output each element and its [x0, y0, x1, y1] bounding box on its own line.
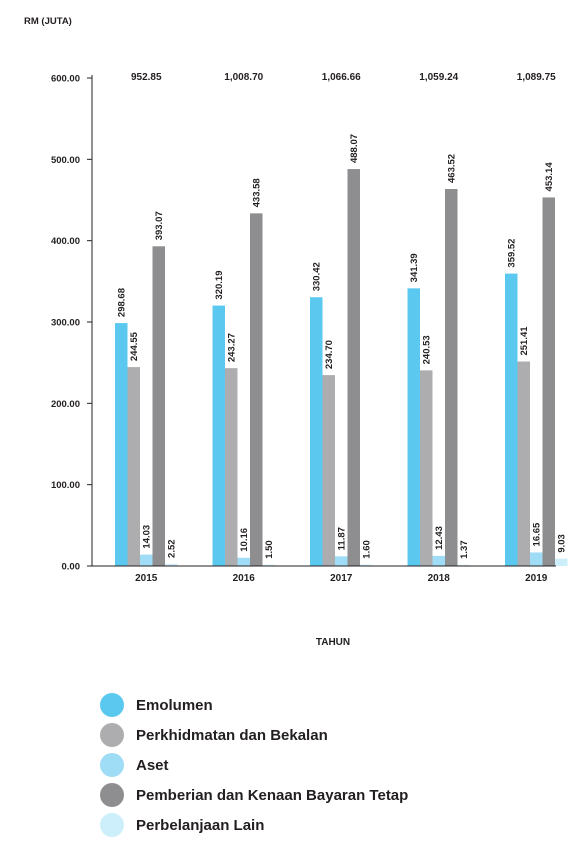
legend-item: Aset [100, 750, 408, 780]
chart-area: RM (JUTA) 0.00 100.00 200.00 300.00 400.00 50… [24, 16, 568, 648]
y-tick-label: 400.00 [51, 236, 80, 247]
group-total-label: 1,089.75 [517, 72, 556, 83]
x-tick-label: 2018 [428, 573, 451, 584]
bar-value-label: 251.41 [519, 326, 530, 356]
bar-value-label: 11.87 [337, 527, 348, 550]
bar-value-label: 453.14 [544, 162, 555, 192]
bar [322, 375, 335, 566]
x-axis-title: TAHUN [316, 637, 350, 648]
legend-item: Perbelanjaan Lain [100, 810, 408, 840]
bar-value-label: 14.03 [142, 525, 153, 549]
bar [555, 558, 568, 566]
legend-swatch [100, 813, 124, 837]
bar-value-label: 433.58 [252, 178, 263, 207]
legend-swatch [100, 693, 124, 717]
y-tick-label: 0.00 [62, 562, 81, 573]
legend-swatch [100, 783, 124, 807]
legend-item: Emolumen [100, 690, 408, 720]
legend-label: Perkhidmatan dan Bekalan [136, 726, 328, 744]
bar [335, 556, 348, 566]
bar-value-label: 298.68 [117, 288, 128, 317]
bar-value-label: 359.52 [507, 239, 518, 268]
bar [165, 563, 178, 566]
y-tick-label: 100.00 [51, 480, 80, 491]
legend-item: Pemberian dan Kenaan Bayaran Tetap [100, 780, 408, 810]
group-total-label: 952.85 [131, 72, 162, 83]
bar [457, 564, 470, 566]
bar [237, 557, 250, 566]
bar [530, 552, 543, 566]
legend-label: Aset [136, 756, 169, 774]
bar-value-label: 12.43 [434, 526, 445, 550]
bar [310, 297, 323, 566]
group-total-label: 1,008.70 [224, 72, 263, 83]
x-tick-label: 2017 [330, 573, 353, 584]
bar [225, 368, 238, 566]
bar-value-label: 16.65 [532, 522, 543, 546]
legend-swatch [100, 753, 124, 777]
bar [517, 361, 530, 566]
x-tick-label: 2015 [135, 573, 158, 584]
bar-value-label: 330.42 [312, 262, 323, 291]
legend-label: Perbelanjaan Lain [136, 816, 265, 834]
y-tick-label: 600.00 [51, 74, 80, 85]
group-total-label: 1,059.24 [419, 72, 458, 83]
bar [505, 273, 518, 566]
legend: Emolumen Perkhidmatan dan Bekalan Aset Pemb… [100, 690, 408, 840]
bar-value-label: 244.55 [129, 331, 140, 361]
bar-value-label: 488.07 [349, 134, 360, 163]
bar-value-label: 393.07 [154, 211, 165, 240]
bar-value-label: 10.16 [239, 528, 250, 552]
bar [360, 564, 373, 566]
bar [542, 197, 555, 566]
group-total-label: 1,066.66 [322, 72, 361, 83]
legend-item: Perkhidmatan dan Bekalan [100, 720, 408, 750]
legend-swatch [100, 723, 124, 747]
bar [115, 323, 128, 566]
bar [127, 367, 140, 566]
bar-value-label: 1.37 [459, 540, 470, 559]
bar-value-label: 2.52 [167, 539, 178, 558]
bar-value-label: 1.60 [362, 540, 373, 559]
bar-value-label: 320.19 [214, 271, 225, 300]
bar-value-label: 1.50 [264, 540, 275, 559]
bar-value-label: 240.53 [422, 335, 433, 364]
x-tick-label: 2016 [233, 573, 256, 584]
bar-value-label: 234.70 [324, 340, 335, 369]
bar [445, 189, 458, 567]
bar-value-label: 9.03 [557, 534, 568, 553]
y-tick-label: 200.00 [51, 399, 80, 410]
bar-value-label: 463.52 [447, 154, 458, 183]
bar [152, 246, 165, 566]
y-tick-label: 500.00 [51, 155, 80, 166]
bar [140, 554, 153, 566]
bar [262, 564, 275, 566]
legend-label: Emolumen [136, 696, 213, 714]
bar [432, 555, 445, 566]
bar [212, 305, 225, 566]
y-tick-label: 300.00 [51, 318, 80, 329]
bar [407, 288, 420, 566]
bar [250, 213, 263, 567]
x-tick-label: 2019 [525, 573, 548, 584]
bar-value-label: 341.39 [409, 253, 420, 282]
bar [347, 169, 360, 566]
bar-value-label: 243.27 [227, 333, 238, 362]
legend-label: Pemberian dan Kenaan Bayaran Tetap [136, 786, 409, 804]
bar [420, 370, 433, 566]
y-axis-title: RM (JUTA) [24, 16, 72, 27]
